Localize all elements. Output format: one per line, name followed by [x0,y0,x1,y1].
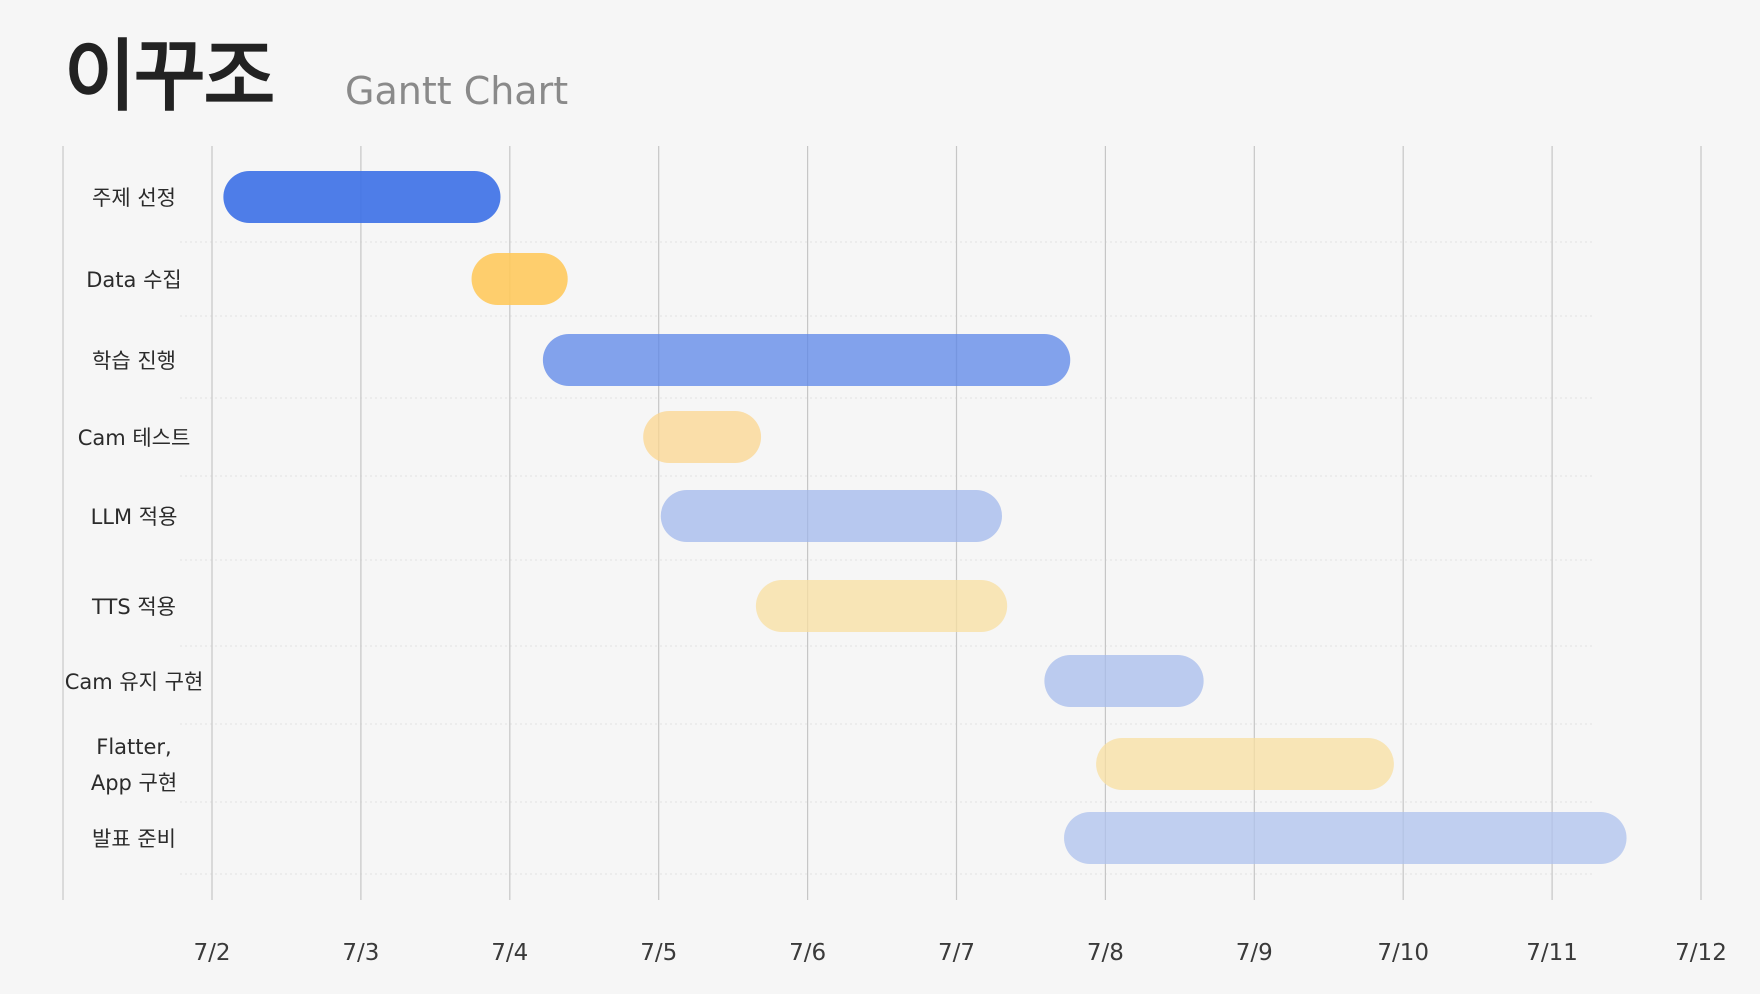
x-tick-label: 7/8 [1087,940,1124,966]
task-bar [1096,738,1394,790]
chart-title: 이꾸조 [64,32,275,122]
task-bar [1064,812,1627,864]
x-tick-label: 7/6 [789,940,826,966]
chart-subtitle: Gantt Chart [345,69,569,113]
x-tick-label: 7/3 [342,940,379,966]
task-label: 주제 선정 [92,186,176,210]
x-tick-label: 7/4 [491,940,528,966]
x-tick-label: 7/5 [640,940,677,966]
x-tick-label: 7/12 [1675,940,1727,966]
task-label: Cam 테스트 [78,426,191,450]
task-bar [643,411,762,463]
task-label: 학습 진행 [92,349,176,373]
row-separators [180,241,1595,875]
x-tick-label: 7/9 [1236,940,1273,966]
x-tick-labels: 7/2 7/3 7/4 7/5 7/6 7/7 7/8 7/9 7/10 7/11 7/12 [193,940,1726,966]
task-label: LLM 적용 [91,505,178,529]
x-tick-label: 7/7 [938,940,975,966]
task-bar [1044,655,1204,707]
task-label: TTS 적용 [91,595,176,619]
task-bar [660,490,1002,542]
x-tick-label: 7/11 [1526,940,1578,966]
task-bar [471,253,568,305]
task-bar [223,171,501,223]
task-label: Cam 유지 구현 [65,670,204,694]
x-tick-label: 7/10 [1377,940,1429,966]
task-bars [223,171,1627,864]
task-label: 발표 준비 [92,827,176,851]
task-bar [755,580,1008,632]
x-tick-label: 7/2 [193,940,230,966]
task-bar [542,334,1071,386]
grid-lines [62,146,1702,900]
task-label: Flatter, App 구현 [91,735,177,795]
task-label: Data 수집 [86,268,181,292]
